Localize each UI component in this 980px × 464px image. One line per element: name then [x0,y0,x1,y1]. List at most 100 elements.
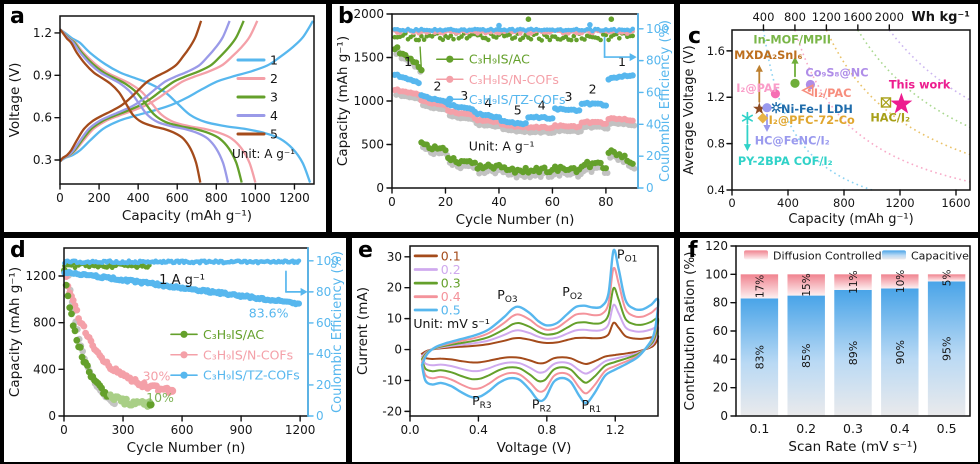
svg-text:300: 300 [112,423,135,437]
svg-text:PO2: PO2 [562,284,582,302]
svg-text:40: 40 [646,117,661,131]
svg-text:Capacity (mAh g⁻¹): Capacity (mAh g⁻¹) [788,212,913,227]
svg-text:80: 80 [598,195,613,209]
svg-text:0.4: 0.4 [441,289,461,304]
svg-text:I₂@PFC-72-Co: I₂@PFC-72-Co [769,114,855,127]
svg-text:Co₉S₈@NC: Co₉S₈@NC [805,66,868,79]
svg-text:0.3: 0.3 [843,421,863,436]
svg-text:0: 0 [56,191,64,205]
svg-text:1.2: 1.2 [707,90,725,104]
svg-text:Capacity (mAh g⁻¹): Capacity (mAh g⁻¹) [335,36,351,166]
svg-text:Coulombic Efficiency (%): Coulombic Efficiency (%) [330,251,345,413]
panel-b-chart-rate-capability: 1 2 3 4 5 4 3 2 1 C₃H₉IS/AC C₃H₉IS/N-COFs C₃H₉IS/TZ… [335,7,673,228]
svg-text:1600: 1600 [941,196,970,210]
svg-text:Unit: A g⁻¹: Unit: A g⁻¹ [232,147,295,161]
svg-text:C₃H₉IS/N-COFs: C₃H₉IS/N-COFs [203,347,293,362]
svg-text:1200: 1200 [279,191,310,205]
svg-text:Wh kg⁻¹: Wh kg⁻¹ [911,10,970,25]
svg-text:15%: 15% [801,273,813,296]
svg-text:40: 40 [713,352,728,366]
svg-text:5%: 5% [942,270,954,287]
svg-text:C₃H₉IS/TZ-COFs: C₃H₉IS/TZ-COFs [469,92,566,107]
svg-text:80: 80 [646,54,661,68]
panel-f: f 83% 17% 0.1 85% 15% 0.2 89% 11% 0.3 90% 10% 0.4 95… [680,238,978,462]
svg-text:40: 40 [316,347,331,361]
svg-text:500: 500 [361,138,384,152]
svg-text:4: 4 [538,97,546,112]
svg-text:3: 3 [565,89,573,104]
svg-text:2000: 2000 [353,7,384,21]
svg-text:2: 2 [270,71,278,86]
svg-text:40: 40 [491,195,506,209]
svg-text:Diffusion Controlled: Diffusion Controlled [773,249,882,262]
svg-text:0: 0 [60,423,68,437]
svg-text:Capacity (mAh g⁻¹): Capacity (mAh g⁻¹) [7,267,23,397]
svg-text:1.6: 1.6 [707,44,725,58]
svg-text:1600: 1600 [843,10,872,24]
svg-text:400: 400 [127,191,150,205]
svg-text:60: 60 [646,85,661,99]
svg-text:120: 120 [705,239,728,253]
svg-text:2: 2 [589,82,597,97]
svg-text:C₃H₉IS/AC: C₃H₉IS/AC [203,327,264,342]
svg-text:0.5: 0.5 [937,421,957,436]
svg-text:0.1: 0.1 [749,421,769,436]
svg-text:10: 10 [387,312,402,326]
svg-text:400: 400 [752,10,774,24]
svg-text:-10: -10 [382,373,402,387]
svg-text:0: 0 [316,409,324,423]
svg-text:1.2: 1.2 [606,423,625,437]
panel-d-chart-long-cycling: C₃H₉IS/AC C₃H₉IS/N-COFs C₃H₉IS/TZ-COFs 1 A … [7,247,345,456]
panel-d-letter: d [10,238,26,263]
svg-text:20: 20 [438,195,453,209]
panel-f-letter: f [688,238,698,263]
svg-text:Contribution Ration (%): Contribution Ration (%) [682,252,698,411]
svg-text:90%: 90% [894,340,907,364]
panel-a-chart-gcd-curves: 0 200 400 600 800 1000 1200 0.3 0.6 0.9 1.2 Capacit… [7,15,315,224]
svg-text:Voltage (V): Voltage (V) [497,440,572,456]
panel-b-letter: b [338,4,354,29]
panel-e: e 0.1 0.2 0.3 0.4 0.5 Unit: mV s⁻¹ PO1 PO2 PO3 PR… [352,238,674,462]
svg-text:30: 30 [387,250,402,264]
svg-text:0.4: 0.4 [707,183,725,197]
panel-d: d C₃H₉IS/AC C₃H₉IS/N-COFs C₃H₉IS/TZ-COFs 1 … [4,238,346,462]
svg-text:0.6: 0.6 [33,111,52,125]
svg-text:5: 5 [514,102,522,117]
svg-text:80: 80 [713,296,728,310]
svg-text:900: 900 [230,423,253,437]
panel-b: b 1 2 3 4 5 4 3 2 1 C₃H₉IS/AC C₃H₉IS/N-COFs C₃H₉IS/… [332,4,674,232]
svg-text:100: 100 [705,267,728,281]
svg-text:800: 800 [833,196,855,210]
svg-text:0: 0 [646,181,654,195]
svg-text:0: 0 [394,343,402,357]
panel-a-letter: a [10,4,25,29]
panel-f-chart-contribution-bars: 83% 17% 0.1 85% 15% 0.2 89% 11% 0.3 90% 10% 0.4 95% 5… [682,239,971,455]
svg-text:PY-2BPA COF/I₂: PY-2BPA COF/I₂ [738,155,833,168]
svg-text:3: 3 [460,88,468,103]
svg-text:83%: 83% [753,345,766,369]
svg-text:Unit: A g⁻¹: Unit: A g⁻¹ [469,139,535,154]
svg-text:17%: 17% [754,275,766,298]
svg-text:Cycle Number (n): Cycle Number (n) [456,212,575,228]
svg-text:20: 20 [387,281,402,295]
svg-text:C₃H₉IS/AC: C₃H₉IS/AC [469,52,530,67]
svg-text:800: 800 [33,316,56,330]
svg-text:0: 0 [376,181,384,195]
svg-text:0: 0 [48,409,56,423]
svg-text:2: 2 [433,79,441,94]
svg-text:Current (mA): Current (mA) [355,287,371,375]
svg-text:1500: 1500 [353,51,384,65]
svg-text:60: 60 [316,316,331,330]
svg-text:400: 400 [777,196,799,210]
svg-text:100: 100 [316,254,339,268]
svg-text:0: 0 [720,409,728,423]
svg-text:85%: 85% [800,344,813,368]
svg-text:60: 60 [713,324,728,338]
svg-text:0.5: 0.5 [441,302,461,317]
svg-text:800: 800 [205,191,228,205]
svg-text:Scan Rate (mV s⁻¹): Scan Rate (mV s⁻¹) [788,439,917,455]
svg-text:Ni-Fe-I LDH: Ni-Fe-I LDH [781,103,853,116]
svg-text:1000: 1000 [353,94,384,108]
